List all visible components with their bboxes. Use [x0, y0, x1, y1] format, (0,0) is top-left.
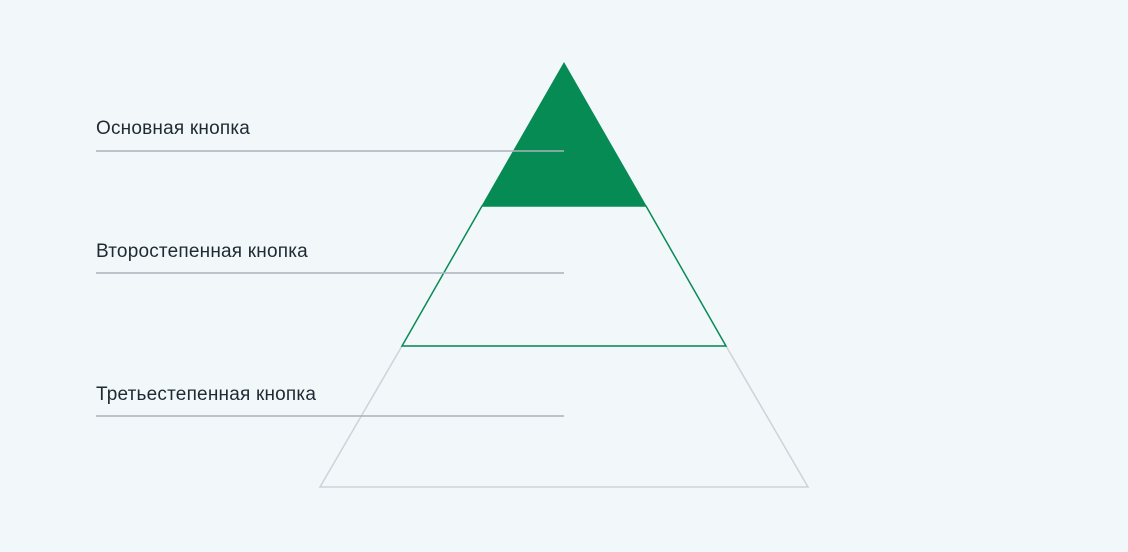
pyramid-level-primary	[481, 61, 647, 207]
label-tertiary-button: Третьестепенная кнопка	[96, 384, 317, 405]
label-secondary-button: Второстепенная кнопка	[96, 241, 308, 262]
pyramid-level-secondary	[400, 205, 728, 347]
label-primary-button: Основная кнопка	[96, 118, 251, 139]
